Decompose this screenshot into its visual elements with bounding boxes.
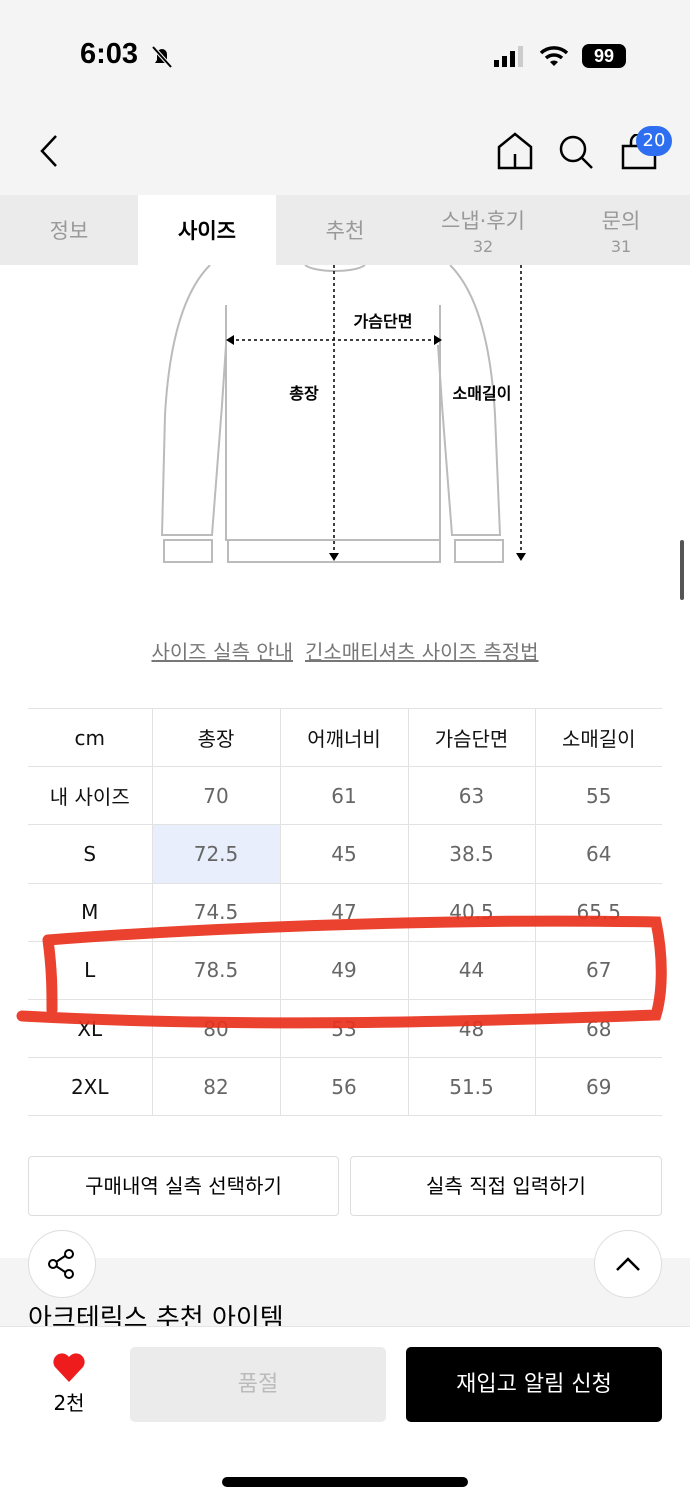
- status-time: 6:03: [80, 38, 139, 70]
- table-row: M 74.5 47 40.5 65.5: [28, 882, 662, 942]
- table-cell: 63: [407, 766, 536, 826]
- size-label: 내 사이즈: [28, 766, 153, 826]
- table-cell: 49: [279, 940, 409, 1000]
- table-cell: 80: [151, 998, 281, 1059]
- table-cell: 64: [534, 824, 662, 884]
- header-cell: cm: [28, 707, 153, 768]
- recommend-title: 아크테릭스 추천 아이템: [28, 1304, 284, 1326]
- heart-icon[interactable]: [52, 1351, 86, 1383]
- tab-recommend[interactable]: 추천: [276, 195, 414, 265]
- home-icon[interactable]: [496, 132, 534, 170]
- select-purchase-history-button[interactable]: 구매내역 실측 선택하기: [28, 1156, 339, 1216]
- length-label: 총장: [289, 384, 319, 403]
- table-cell: 61: [279, 766, 409, 826]
- search-icon[interactable]: [558, 134, 594, 170]
- cart-badge: 20: [636, 126, 672, 156]
- size-links: 사이즈 실측 안내 긴소매티셔츠 사이즈 측정법: [0, 636, 690, 665]
- red-marker-annotation: [16, 915, 667, 1029]
- share-button[interactable]: [28, 1230, 96, 1298]
- chest-label: 가슴단면: [354, 312, 413, 331]
- size-guide-link[interactable]: 사이즈 실측 안내: [151, 640, 293, 664]
- home-indicator: [222, 1477, 468, 1487]
- table-row: S 72.5 45 38.5 64: [28, 824, 662, 884]
- share-icon: [48, 1249, 74, 1279]
- table-cell: 65.5: [534, 882, 662, 942]
- tab-label: 스냅·후기: [441, 208, 525, 233]
- table-row: 2XL 82 56 51.5 69: [28, 1057, 662, 1117]
- header-cell: 가슴단면: [407, 707, 536, 768]
- sleeve-label: 소매길이: [453, 384, 512, 403]
- tab-label: 정보: [49, 219, 89, 243]
- tab-count: 32: [472, 236, 494, 256]
- table-cell: 38.5: [407, 824, 536, 884]
- tab-label: 추천: [325, 219, 365, 243]
- tab-size[interactable]: 사이즈: [138, 195, 276, 265]
- table-header-row: cm 총장 어깨너비 가슴단면 소매길이: [28, 707, 662, 768]
- size-label: S: [28, 824, 153, 884]
- soldout-button: 품절: [130, 1347, 386, 1422]
- table-cell: 51.5: [407, 1057, 536, 1117]
- wifi-icon: [539, 46, 569, 66]
- battery-indicator: 99: [582, 44, 626, 68]
- table-cell: 72.5: [151, 824, 281, 884]
- table-cell: 70: [151, 766, 281, 826]
- table-cell: 82: [151, 1057, 281, 1117]
- sweatshirt-size-diagram: 가슴단면 총장 소매길이: [160, 265, 526, 563]
- size-table: cm 총장 어깨너비 가슴단면 소매길이 내 사이즈 70 61 63 55 S 72.5 4…: [28, 707, 662, 1117]
- table-row: 내 사이즈 70 61 63 55: [28, 766, 662, 826]
- header-cell: 소매길이: [534, 707, 662, 768]
- size-label: 2XL: [28, 1057, 153, 1117]
- table-cell: 69: [534, 1057, 662, 1117]
- measure-method-link[interactable]: 긴소매티셔츠 사이즈 측정법: [305, 640, 539, 664]
- tab-label: 사이즈: [178, 219, 236, 243]
- scroll-top-button[interactable]: [594, 1230, 662, 1298]
- section-divider: [0, 1258, 690, 1326]
- header-cell: 총장: [151, 707, 281, 768]
- table-cell: 55: [534, 766, 662, 826]
- tab-info[interactable]: 정보: [0, 195, 138, 265]
- bell-muted-icon: [151, 45, 173, 69]
- tab-inquiry[interactable]: 문의 31: [552, 195, 690, 265]
- manual-input-button[interactable]: 실측 직접 입력하기: [350, 1156, 662, 1216]
- scrollbar[interactable]: [680, 540, 684, 600]
- tab-bar: 정보 사이즈 추천 스냅·후기 32 문의 31: [0, 195, 690, 265]
- tab-count: 31: [610, 236, 632, 256]
- header: 6:03 99 20: [0, 0, 690, 195]
- like-count: 2천: [53, 1391, 85, 1415]
- table-cell: 67: [534, 940, 662, 1000]
- tab-label: 문의: [601, 208, 641, 233]
- table-cell: 56: [279, 1057, 409, 1117]
- table-cell: 78.5: [151, 940, 281, 1000]
- restock-alert-button[interactable]: 재입고 알림 신청: [406, 1347, 662, 1422]
- table-cell: 44: [407, 940, 536, 1000]
- tab-snap-review[interactable]: 스냅·후기 32: [414, 195, 552, 265]
- chevron-up-icon: [616, 1257, 640, 1271]
- header-cell: 어깨너비: [279, 707, 409, 768]
- signal-icon: [494, 46, 523, 67]
- back-icon[interactable]: [38, 134, 60, 168]
- bottom-bar: 2천 품절 재입고 알림 신청: [0, 1326, 690, 1500]
- table-cell: 47: [279, 882, 409, 942]
- table-cell: 45: [279, 824, 409, 884]
